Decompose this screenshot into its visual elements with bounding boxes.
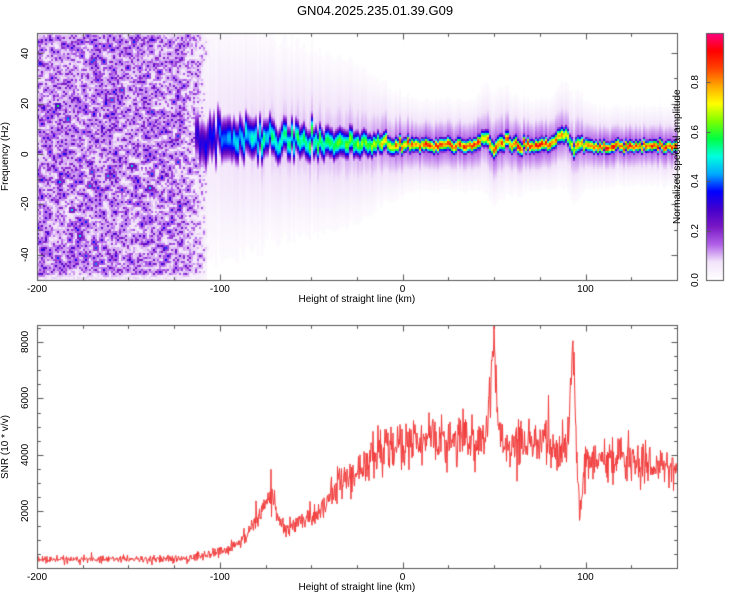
spectrogram-ytick-label: -20	[20, 196, 31, 212]
snr-x-axis-label: Height of straight line (km)	[298, 582, 416, 593]
snr-xtick-label: 0	[399, 572, 406, 583]
snr-ytick-label: 6000	[20, 387, 31, 410]
spectrogram-xtick-label: 100	[577, 284, 594, 295]
spectrogram-ytick-label: 20	[20, 97, 31, 110]
spectrogram-ytick-label: 40	[20, 47, 31, 59]
spectrogram-xtick-label: -200	[27, 284, 48, 295]
colorbar-tick-label: 0.0	[690, 273, 701, 287]
snr-xtick-label: -100	[209, 572, 230, 583]
spectrogram-x-axis-label: Height of straight line (km)	[298, 294, 416, 305]
snr-y-axis-label: SNR (10 * v/v)	[0, 414, 11, 479]
spectrogram-ytick-label: -40	[20, 247, 31, 262]
colorbar-tick-label: 0.8	[690, 75, 701, 90]
spectrogram-ytick-label: 0	[20, 151, 31, 157]
colorbar-tick-label: 0.2	[690, 223, 701, 238]
snr-ytick-label: 2000	[20, 500, 31, 523]
spectrogram-xtick-label: 0	[399, 284, 406, 295]
snr-ytick-label: 4000	[20, 443, 31, 466]
colorbar-label: Normalized spectral amplitude	[672, 89, 683, 224]
page-title: GN04.2025.235.01.39.G09	[296, 3, 454, 18]
colorbar-tick-label: 0.6	[690, 124, 701, 139]
colorbar-tick-label: 0.4	[690, 174, 701, 189]
spectrogram-y-axis-label: Frequency (Hz)	[0, 122, 11, 191]
snr-ytick-label: 8000	[20, 330, 31, 353]
snr-xtick-label: -200	[27, 572, 48, 583]
spectrogram-xtick-label: -100	[209, 284, 230, 295]
snr-xtick-label: 100	[577, 572, 594, 583]
